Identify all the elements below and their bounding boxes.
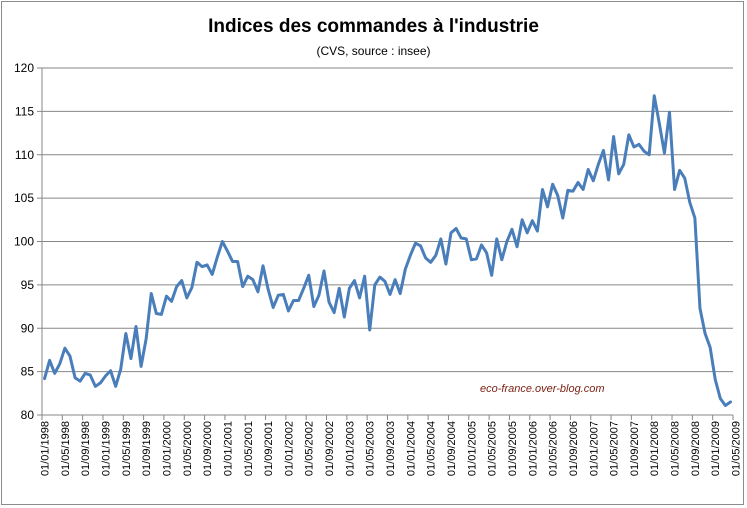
- x-tick-label: 01/01/2009: [710, 421, 722, 476]
- y-tick-label: 100: [14, 235, 34, 249]
- axes: [41, 68, 733, 416]
- x-tick-label: 01/01/2008: [649, 421, 661, 476]
- chart-title: Indices des commandes à l'industrie: [208, 16, 539, 37]
- x-tick-label: 01/09/2007: [629, 421, 641, 476]
- x-tick-label: 01/09/2000: [202, 421, 214, 476]
- chart-subtitle: (CVS, source : insee): [316, 44, 431, 58]
- x-tick-label: 01/01/2004: [405, 421, 417, 476]
- x-tick-label: 01/05/2002: [304, 421, 316, 476]
- y-tick-label: 120: [14, 61, 34, 75]
- x-tick-label: 01/09/2005: [507, 421, 519, 476]
- x-tick-label: 01/09/2001: [263, 421, 275, 476]
- x-tick-label: 01/01/2000: [161, 421, 173, 476]
- x-tick-label: 01/01/1999: [101, 421, 113, 476]
- x-tick-label: 01/09/1998: [80, 421, 92, 476]
- x-tick-label: 01/05/2005: [487, 421, 499, 476]
- x-tick-label: 01/09/2003: [385, 421, 397, 476]
- source-annotation: eco-france.over-blog.com: [480, 383, 605, 395]
- series-line-0: [43, 94, 732, 407]
- series-group: [43, 94, 732, 407]
- x-tick-label: 01/09/1999: [141, 421, 153, 476]
- y-tick-label: 105: [14, 191, 34, 205]
- x-tick-label: 01/01/2003: [344, 421, 356, 476]
- x-tick-label: 01/01/2006: [527, 421, 539, 476]
- x-tick-label: 01/09/2006: [568, 421, 580, 476]
- x-tick-label: 01/05/2003: [365, 421, 377, 476]
- x-tick-label: 01/01/2002: [283, 421, 295, 476]
- x-tick-label: 01/01/2007: [588, 421, 600, 476]
- x-tick-label: 01/09/2004: [446, 421, 458, 476]
- x-tick-label: 01/05/2006: [548, 421, 560, 476]
- y-tick-label: 85: [21, 365, 35, 379]
- x-tick-label: 01/01/2005: [466, 421, 478, 476]
- y-axis-ticks: 80 85 90 95 100 105 110 115 120: [14, 61, 42, 422]
- x-tick-label: 01/09/2002: [324, 421, 336, 476]
- x-axis-ticks: 01/01/1998 01/05/1998 01/09/1998 01/01/1999…: [40, 415, 743, 476]
- x-tick-label: 01/05/2007: [609, 421, 621, 476]
- x-tick-label: 01/05/2000: [182, 421, 194, 476]
- y-tick-label: 80: [21, 408, 35, 422]
- x-tick-label: 01/05/1999: [121, 421, 133, 476]
- x-tick-label: 01/05/2004: [426, 421, 438, 476]
- x-tick-label: 01/05/2008: [670, 421, 682, 476]
- x-tick-label: 01/01/1998: [40, 421, 52, 476]
- x-tick-label: 01/05/2009: [731, 421, 743, 476]
- x-tick-label: 01/05/2001: [243, 421, 255, 476]
- x-tick-label: 01/01/2001: [222, 421, 234, 476]
- y-tick-label: 95: [21, 278, 35, 292]
- x-tick-label: 01/09/2008: [690, 421, 702, 476]
- grid-lines: [42, 67, 733, 416]
- y-tick-label: 110: [15, 148, 34, 162]
- x-tick-label: 01/05/1998: [60, 421, 72, 476]
- y-tick-label: 115: [15, 104, 34, 118]
- y-tick-label: 90: [21, 321, 35, 335]
